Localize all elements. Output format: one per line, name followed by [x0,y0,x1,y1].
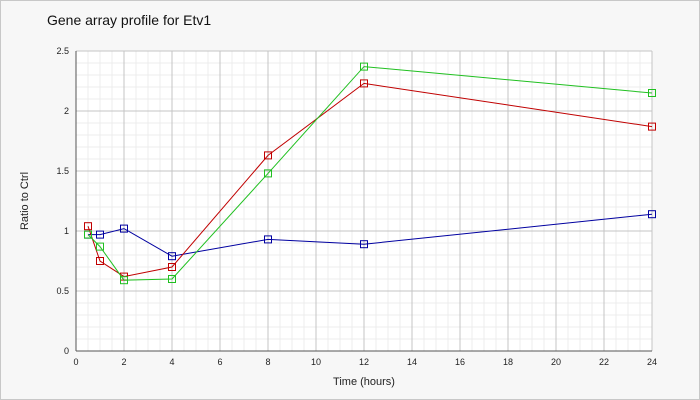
data-point [264,235,272,244]
data-point [168,252,176,261]
grid-lines [75,50,653,352]
series-3 [84,62,656,285]
data-point [168,263,176,271]
data-point [360,79,368,88]
x-tick-label: 2 [121,357,126,367]
data-point [120,276,128,285]
x-tick-label: 4 [169,357,174,367]
x-tick-label: 8 [265,357,270,367]
series-line [88,213,653,257]
x-tick-label: 6 [217,357,222,367]
y-tick-label: 2 [64,106,69,116]
data-point [96,230,104,239]
data-point [648,89,656,97]
x-tick-label: 16 [455,357,465,367]
data-point [96,242,104,251]
data-point [84,222,92,231]
chart-title: Gene array profile for Etv1 [47,12,212,28]
series-line [87,82,653,278]
y-tick-label: 1.5 [56,166,69,176]
data-point [264,169,272,178]
y-tick-label: 0.5 [56,286,69,296]
x-tick-label: 12 [359,357,369,367]
x-tick-label: 10 [311,357,321,367]
data-point [264,151,272,160]
x-tick-label: 22 [599,357,609,367]
data-point [168,275,176,283]
x-tick-label: 20 [551,357,561,367]
y-axis-label: Ratio to Ctrl [19,172,31,230]
y-tick-label: 1 [64,226,69,236]
x-tick-label: 0 [73,357,78,367]
data-point [120,224,128,233]
data-point [96,257,104,265]
x-tick-label: 24 [647,357,657,367]
data-point [360,240,368,249]
data-point [84,230,92,239]
x-tick-label: 18 [503,357,513,367]
data-point [648,210,656,219]
series-line [87,66,653,281]
x-axis-label: Time (hours) [333,376,395,388]
data-point [360,62,368,71]
axes [75,51,652,352]
y-tick-label: 2.5 [56,46,69,56]
series-layer [84,62,656,285]
y-tick-label: 0 [64,346,69,356]
x-tick-label: 14 [407,357,417,367]
series-2 [84,79,656,281]
data-point [648,122,656,131]
